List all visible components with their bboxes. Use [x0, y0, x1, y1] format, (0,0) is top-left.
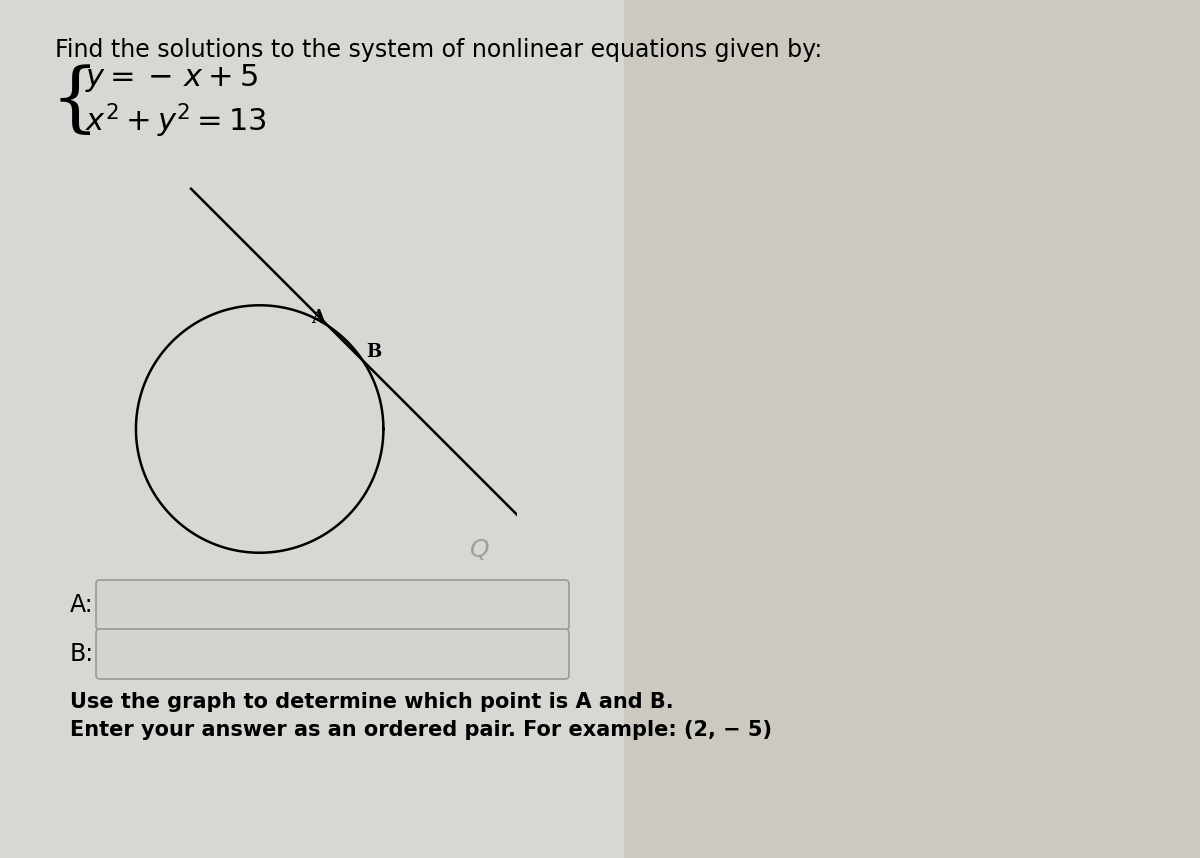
- Text: B: B: [366, 343, 382, 361]
- Text: Enter your answer as an ordered pair. For example: (2, − 5): Enter your answer as an ordered pair. Fo…: [70, 720, 772, 740]
- Text: $x^2 + y^2 = 13$: $x^2 + y^2 = 13$: [85, 102, 266, 140]
- Text: I: I: [175, 643, 185, 665]
- FancyBboxPatch shape: [96, 580, 569, 630]
- Text: $y = -\,x + 5$: $y = -\,x + 5$: [85, 62, 258, 94]
- Text: Use the graph to determine which point is A and B.: Use the graph to determine which point i…: [70, 692, 673, 712]
- FancyBboxPatch shape: [96, 629, 569, 679]
- Text: {: {: [50, 64, 98, 138]
- Text: Find the solutions to the system of nonlinear equations given by:: Find the solutions to the system of nonl…: [55, 38, 822, 62]
- Text: Q: Q: [470, 538, 490, 562]
- Text: B:: B:: [70, 642, 94, 666]
- Text: A:: A:: [70, 593, 94, 617]
- Text: A: A: [311, 309, 325, 327]
